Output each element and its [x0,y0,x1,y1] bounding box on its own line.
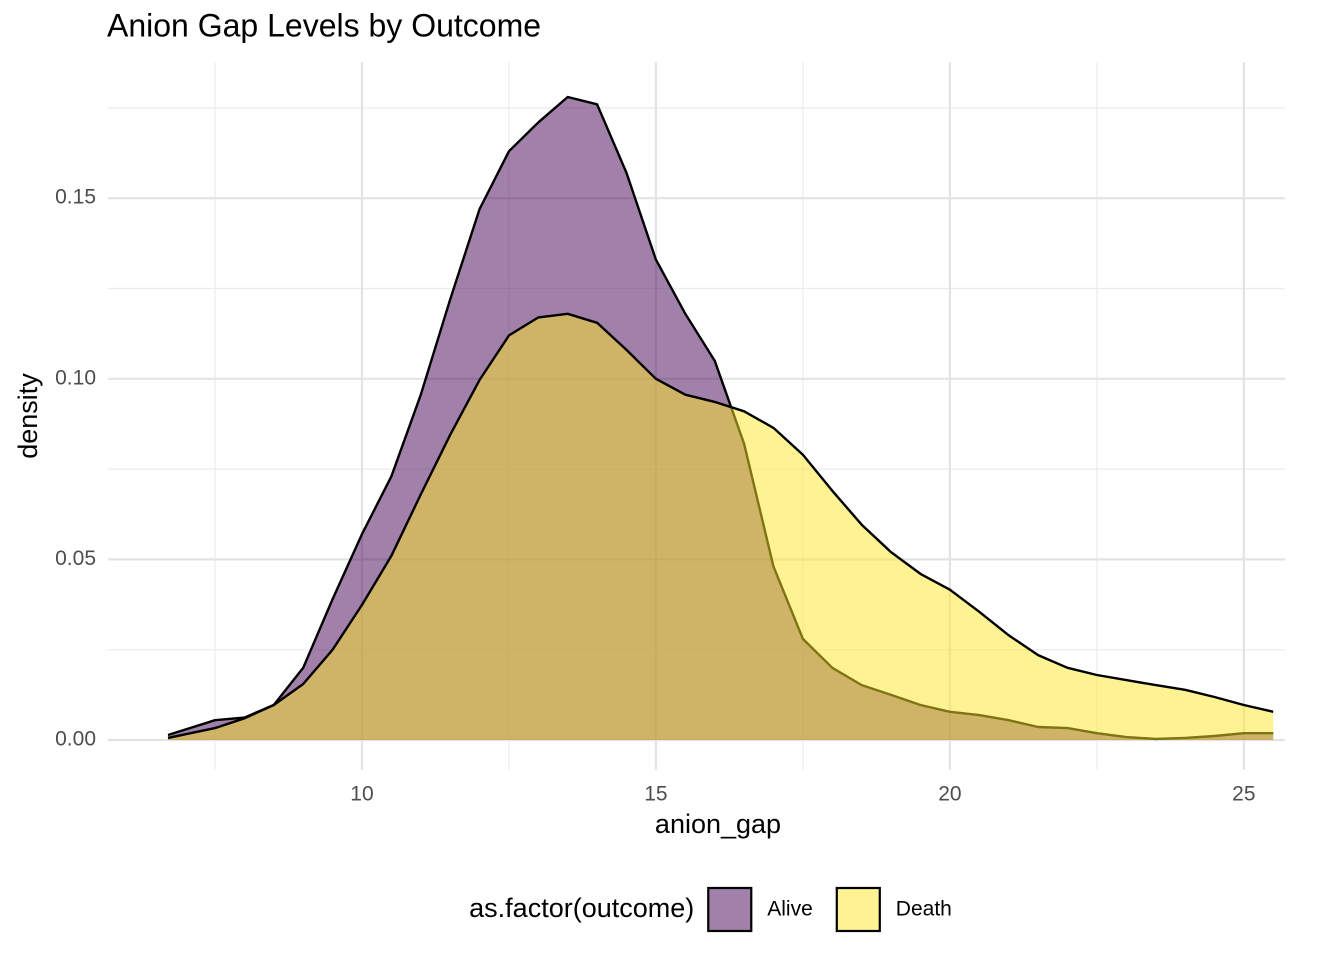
legend-label: Alive [767,898,813,921]
plot-area [167,95,1274,741]
x-tick-label: 25 [1232,783,1255,806]
density-line [167,312,1274,740]
x-tick-label: 20 [938,783,961,806]
legend-item: Death [835,886,952,933]
legend-label: Death [896,898,952,921]
legend-key [707,886,753,933]
legend-item: Alive [707,886,813,933]
x-tick-label: 10 [350,783,373,806]
legend-title: as.factor(outcome) [469,893,694,923]
legend-key [835,886,881,933]
y-tick-label: 0.15 [55,186,96,209]
x-tick-label: 15 [644,783,667,806]
y-tick-label: 0.05 [55,547,96,570]
legend: as.factor(outcome) Alive Death [469,886,952,933]
y-tick-label: 0.10 [55,366,96,389]
chart-title: Anion Gap Levels by Outcome [107,7,541,43]
density-area [168,313,1274,741]
y-axis-label: density [13,373,43,459]
y-tick-label: 0.00 [55,728,96,751]
x-axis-label: anion_gap [655,809,781,839]
